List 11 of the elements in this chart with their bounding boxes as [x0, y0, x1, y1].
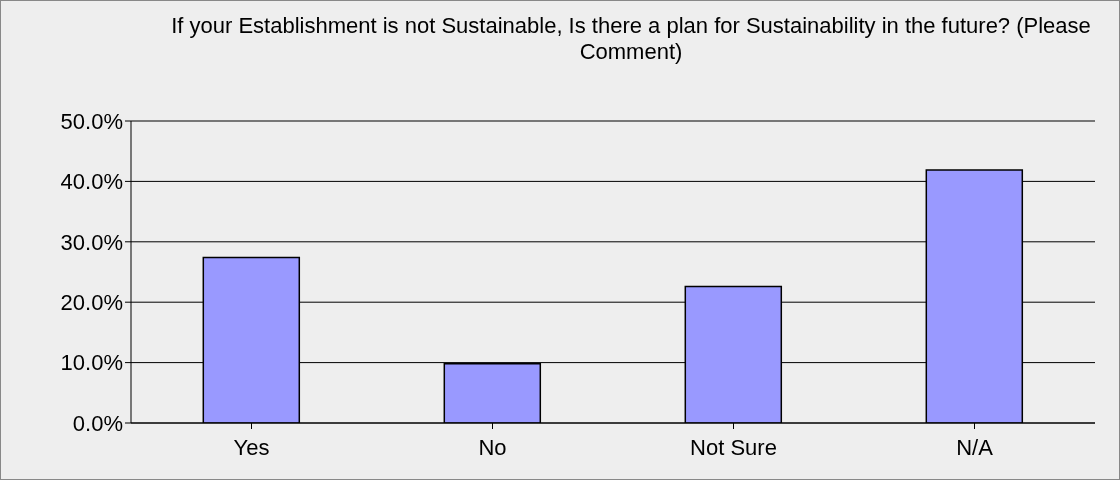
x-tick-label: Not Sure: [690, 434, 777, 460]
chart-title: If your Establishment is not Sustainable, Is there a plan for Sustainability in the future? (Please Comment): [170, 13, 1092, 65]
y-tick-label: 50.0%: [60, 108, 123, 134]
y-tick-label: 30.0%: [60, 229, 123, 255]
y-tick-label: 10.0%: [60, 350, 123, 376]
y-tick-label: 20.0%: [60, 290, 123, 316]
y-tick-label: 0.0%: [72, 410, 123, 436]
y-tick-label: 40.0%: [60, 169, 123, 195]
x-tick-label: No: [478, 434, 507, 460]
x-tick-label: Yes: [233, 434, 270, 460]
x-tick-label: N/A: [956, 434, 994, 460]
